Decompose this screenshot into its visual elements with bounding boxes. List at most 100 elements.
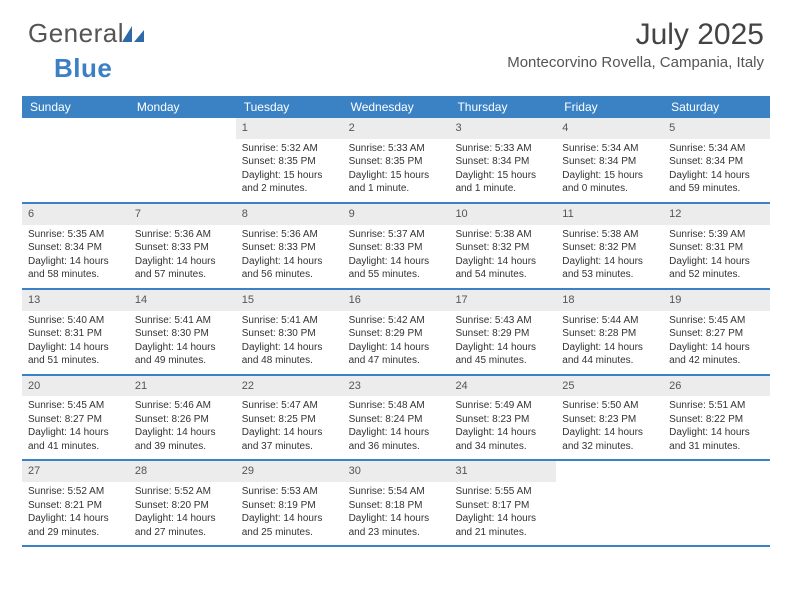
sunset-line: Sunset: 8:21 PM <box>28 499 123 513</box>
daylight-line: Daylight: 14 hours and 23 minutes. <box>349 512 444 539</box>
day-cell: 20Sunrise: 5:45 AMSunset: 8:27 PMDayligh… <box>22 376 129 460</box>
day-content: Sunrise: 5:52 AMSunset: 8:20 PMDaylight:… <box>129 482 236 545</box>
sunrise-line: Sunrise: 5:50 AM <box>562 399 657 413</box>
sunset-line: Sunset: 8:35 PM <box>242 155 337 169</box>
day-cell: 17Sunrise: 5:43 AMSunset: 8:29 PMDayligh… <box>449 290 556 374</box>
day-cell: 2Sunrise: 5:33 AMSunset: 8:35 PMDaylight… <box>343 118 450 202</box>
daylight-line: Daylight: 14 hours and 51 minutes. <box>28 341 123 368</box>
day-cell: 12Sunrise: 5:39 AMSunset: 8:31 PMDayligh… <box>663 204 770 288</box>
sunset-line: Sunset: 8:26 PM <box>135 413 230 427</box>
day-content: Sunrise: 5:45 AMSunset: 8:27 PMDaylight:… <box>663 311 770 374</box>
day-number: 26 <box>663 376 770 397</box>
brand-part2: Blue <box>54 53 112 83</box>
week-row: 6Sunrise: 5:35 AMSunset: 8:34 PMDaylight… <box>22 204 770 290</box>
daylight-line: Daylight: 15 hours and 1 minute. <box>349 169 444 196</box>
day-cell: 18Sunrise: 5:44 AMSunset: 8:28 PMDayligh… <box>556 290 663 374</box>
daylight-line: Daylight: 14 hours and 58 minutes. <box>28 255 123 282</box>
day-cell: 15Sunrise: 5:41 AMSunset: 8:30 PMDayligh… <box>236 290 343 374</box>
day-content: Sunrise: 5:54 AMSunset: 8:18 PMDaylight:… <box>343 482 450 545</box>
sail-icon <box>122 18 144 49</box>
daylight-line: Daylight: 15 hours and 2 minutes. <box>242 169 337 196</box>
day-content: Sunrise: 5:50 AMSunset: 8:23 PMDaylight:… <box>556 396 663 459</box>
sunrise-line: Sunrise: 5:53 AM <box>242 485 337 499</box>
day-number: 19 <box>663 290 770 311</box>
sunrise-line: Sunrise: 5:33 AM <box>455 142 550 156</box>
week-row: 27Sunrise: 5:52 AMSunset: 8:21 PMDayligh… <box>22 461 770 547</box>
day-cell: 31Sunrise: 5:55 AMSunset: 8:17 PMDayligh… <box>449 461 556 545</box>
day-number: 1 <box>236 118 343 139</box>
daylight-line: Daylight: 14 hours and 49 minutes. <box>135 341 230 368</box>
daylight-line: Daylight: 14 hours and 39 minutes. <box>135 426 230 453</box>
day-number <box>556 461 663 482</box>
sunrise-line: Sunrise: 5:34 AM <box>669 142 764 156</box>
day-content: Sunrise: 5:49 AMSunset: 8:23 PMDaylight:… <box>449 396 556 459</box>
weekday-header: Thursday <box>449 96 556 118</box>
day-cell: 30Sunrise: 5:54 AMSunset: 8:18 PMDayligh… <box>343 461 450 545</box>
brand-part1: General <box>28 18 124 48</box>
sunset-line: Sunset: 8:20 PM <box>135 499 230 513</box>
day-number: 25 <box>556 376 663 397</box>
day-content: Sunrise: 5:53 AMSunset: 8:19 PMDaylight:… <box>236 482 343 545</box>
day-cell <box>22 118 129 202</box>
daylight-line: Daylight: 14 hours and 21 minutes. <box>455 512 550 539</box>
day-content: Sunrise: 5:48 AMSunset: 8:24 PMDaylight:… <box>343 396 450 459</box>
day-number: 31 <box>449 461 556 482</box>
calendar: SundayMondayTuesdayWednesdayThursdayFrid… <box>22 96 770 547</box>
day-number <box>663 461 770 482</box>
day-content: Sunrise: 5:34 AMSunset: 8:34 PMDaylight:… <box>663 139 770 202</box>
sunset-line: Sunset: 8:25 PM <box>242 413 337 427</box>
week-row: 13Sunrise: 5:40 AMSunset: 8:31 PMDayligh… <box>22 290 770 376</box>
day-content: Sunrise: 5:32 AMSunset: 8:35 PMDaylight:… <box>236 139 343 202</box>
daylight-line: Daylight: 14 hours and 29 minutes. <box>28 512 123 539</box>
sunrise-line: Sunrise: 5:32 AM <box>242 142 337 156</box>
day-cell <box>129 118 236 202</box>
day-content: Sunrise: 5:47 AMSunset: 8:25 PMDaylight:… <box>236 396 343 459</box>
sunset-line: Sunset: 8:29 PM <box>349 327 444 341</box>
day-number: 12 <box>663 204 770 225</box>
weekday-header: Monday <box>129 96 236 118</box>
day-content: Sunrise: 5:33 AMSunset: 8:35 PMDaylight:… <box>343 139 450 202</box>
sunset-line: Sunset: 8:18 PM <box>349 499 444 513</box>
daylight-line: Daylight: 14 hours and 41 minutes. <box>28 426 123 453</box>
day-cell: 25Sunrise: 5:50 AMSunset: 8:23 PMDayligh… <box>556 376 663 460</box>
daylight-line: Daylight: 14 hours and 45 minutes. <box>455 341 550 368</box>
sunset-line: Sunset: 8:35 PM <box>349 155 444 169</box>
daylight-line: Daylight: 14 hours and 42 minutes. <box>669 341 764 368</box>
day-cell: 14Sunrise: 5:41 AMSunset: 8:30 PMDayligh… <box>129 290 236 374</box>
sunrise-line: Sunrise: 5:52 AM <box>28 485 123 499</box>
day-number: 10 <box>449 204 556 225</box>
day-cell: 23Sunrise: 5:48 AMSunset: 8:24 PMDayligh… <box>343 376 450 460</box>
day-cell: 16Sunrise: 5:42 AMSunset: 8:29 PMDayligh… <box>343 290 450 374</box>
day-number: 21 <box>129 376 236 397</box>
sunrise-line: Sunrise: 5:54 AM <box>349 485 444 499</box>
sunrise-line: Sunrise: 5:39 AM <box>669 228 764 242</box>
day-content: Sunrise: 5:35 AMSunset: 8:34 PMDaylight:… <box>22 225 129 288</box>
day-cell: 7Sunrise: 5:36 AMSunset: 8:33 PMDaylight… <box>129 204 236 288</box>
day-cell: 27Sunrise: 5:52 AMSunset: 8:21 PMDayligh… <box>22 461 129 545</box>
sunrise-line: Sunrise: 5:33 AM <box>349 142 444 156</box>
daylight-line: Daylight: 14 hours and 54 minutes. <box>455 255 550 282</box>
day-number: 11 <box>556 204 663 225</box>
sunrise-line: Sunrise: 5:51 AM <box>669 399 764 413</box>
sunset-line: Sunset: 8:33 PM <box>135 241 230 255</box>
daylight-line: Daylight: 14 hours and 34 minutes. <box>455 426 550 453</box>
sunrise-line: Sunrise: 5:40 AM <box>28 314 123 328</box>
sunrise-line: Sunrise: 5:37 AM <box>349 228 444 242</box>
weekday-header: Friday <box>556 96 663 118</box>
day-content: Sunrise: 5:36 AMSunset: 8:33 PMDaylight:… <box>129 225 236 288</box>
daylight-line: Daylight: 14 hours and 47 minutes. <box>349 341 444 368</box>
sunset-line: Sunset: 8:30 PM <box>242 327 337 341</box>
day-number: 29 <box>236 461 343 482</box>
day-cell: 9Sunrise: 5:37 AMSunset: 8:33 PMDaylight… <box>343 204 450 288</box>
sunrise-line: Sunrise: 5:48 AM <box>349 399 444 413</box>
daylight-line: Daylight: 14 hours and 48 minutes. <box>242 341 337 368</box>
sunset-line: Sunset: 8:33 PM <box>242 241 337 255</box>
day-content: Sunrise: 5:45 AMSunset: 8:27 PMDaylight:… <box>22 396 129 459</box>
day-content: Sunrise: 5:34 AMSunset: 8:34 PMDaylight:… <box>556 139 663 202</box>
day-number: 30 <box>343 461 450 482</box>
sunrise-line: Sunrise: 5:45 AM <box>28 399 123 413</box>
sunrise-line: Sunrise: 5:49 AM <box>455 399 550 413</box>
day-cell: 22Sunrise: 5:47 AMSunset: 8:25 PMDayligh… <box>236 376 343 460</box>
sunrise-line: Sunrise: 5:43 AM <box>455 314 550 328</box>
sunset-line: Sunset: 8:23 PM <box>562 413 657 427</box>
